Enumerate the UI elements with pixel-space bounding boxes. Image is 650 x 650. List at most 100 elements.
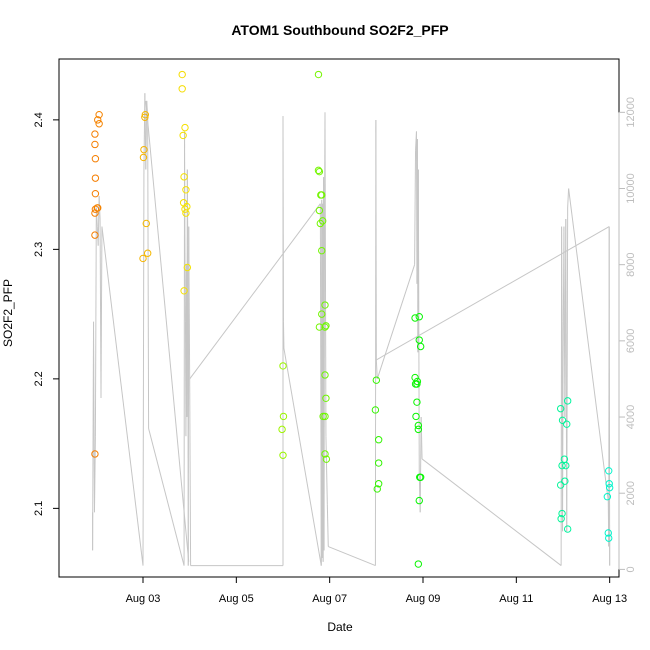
data-point <box>413 377 422 386</box>
data-point <box>314 166 323 175</box>
connector-line <box>148 428 185 566</box>
data-point <box>605 480 613 488</box>
data-point <box>315 206 324 215</box>
data-point <box>373 485 381 493</box>
data-point <box>563 420 571 428</box>
x-tick-label: Aug 09 <box>406 593 441 605</box>
secondary-line-segment <box>375 359 378 379</box>
data-point <box>416 342 425 351</box>
data-point <box>139 254 147 263</box>
data-point <box>414 421 423 430</box>
data-point <box>321 323 329 331</box>
x-tick-label: Aug 03 <box>126 593 161 605</box>
data-point <box>142 219 150 228</box>
data-point <box>180 173 188 181</box>
data-point <box>414 425 423 434</box>
connector-line <box>421 458 562 566</box>
data-point <box>279 451 287 459</box>
data-point <box>91 174 100 182</box>
data-point <box>322 322 330 330</box>
y-axis: 2.1 2.2 2.3 2.4 <box>33 112 60 516</box>
data-point <box>411 314 419 322</box>
data-point <box>556 481 565 489</box>
data-point <box>413 398 421 406</box>
data-point <box>415 496 423 505</box>
y2-tick-label: 6000 <box>625 329 637 353</box>
data-point <box>374 436 383 444</box>
connector-line <box>328 546 376 567</box>
data-point <box>371 406 380 414</box>
data-point <box>143 249 152 257</box>
x-tick-label: Aug 11 <box>499 593 533 605</box>
data-point <box>139 153 148 162</box>
y2-tick-label: 10000 <box>625 173 637 204</box>
connector-line <box>283 348 322 566</box>
connector-line <box>189 203 321 380</box>
data-point <box>91 189 100 198</box>
x-axis-label: Date <box>327 620 353 634</box>
data-point <box>316 219 325 228</box>
x-tick-label: Aug 07 <box>312 593 347 605</box>
y2-tick-label: 0 <box>625 566 637 572</box>
y-tick-label: 2.4 <box>33 112 45 127</box>
data-point <box>563 525 572 533</box>
connector-line <box>376 226 610 361</box>
secondary-line-segment <box>93 321 95 513</box>
data-point <box>91 155 100 163</box>
connector-line <box>568 188 609 501</box>
data-point <box>558 509 566 518</box>
secondary-line-segment <box>325 436 328 505</box>
data-point <box>372 376 381 384</box>
data-point <box>374 459 383 467</box>
chart-title: ATOM1 Southbound SO2F2_PFP <box>231 22 448 38</box>
data-point <box>321 450 329 458</box>
data-point <box>315 167 324 176</box>
secondary-line-segment <box>93 436 96 513</box>
data-point <box>558 461 566 470</box>
x-tick-label: Aug 13 <box>592 593 627 605</box>
data-point <box>557 515 565 523</box>
data-point <box>91 140 99 149</box>
data-point <box>279 362 287 370</box>
secondary-line-segment <box>326 504 329 547</box>
data-point <box>183 263 192 272</box>
secondary-line-segment <box>567 188 570 208</box>
secondary-line-segment <box>147 116 150 429</box>
data-point <box>91 450 99 458</box>
data-point <box>278 425 286 434</box>
secondary-line-segment <box>98 196 101 219</box>
data-point <box>321 412 329 421</box>
secondary-line-segment <box>189 378 192 566</box>
x-tick-label: Aug 05 <box>219 593 254 605</box>
data-point <box>556 404 565 413</box>
data-point <box>318 310 326 318</box>
data-point <box>561 477 569 485</box>
data-point <box>558 416 567 425</box>
data-point <box>605 534 613 542</box>
data-point <box>413 380 421 388</box>
data-point <box>279 412 288 421</box>
y2-tick-label: 12000 <box>625 97 637 128</box>
y-axis-label: SO2F2_PFP <box>1 279 15 347</box>
data-point <box>321 301 329 309</box>
y-tick-label: 2.1 <box>33 501 45 516</box>
data-point <box>179 131 187 140</box>
secondary-line-segment <box>188 226 191 379</box>
data-point <box>94 116 102 124</box>
data-point <box>374 480 383 488</box>
secondary-line-segment <box>146 100 149 117</box>
data-point <box>605 483 614 492</box>
data-point <box>95 110 103 119</box>
data-point <box>180 287 188 295</box>
secondary-line-segment <box>142 169 145 566</box>
data-point <box>412 412 420 421</box>
secondary-line-segment <box>414 150 417 265</box>
secondary-series-line <box>92 93 611 566</box>
connector-line <box>376 264 416 380</box>
x-axis: Aug 03 Aug 05 Aug 07 Aug 09 Aug 11 Aug 13 <box>126 576 627 605</box>
data-point <box>91 231 99 239</box>
data-point <box>318 191 326 199</box>
data-point <box>603 493 612 501</box>
secondary-line-segment <box>419 417 422 513</box>
secondary-y-axis: 0 2000 4000 6000 8000 10000 12000 <box>618 97 637 572</box>
